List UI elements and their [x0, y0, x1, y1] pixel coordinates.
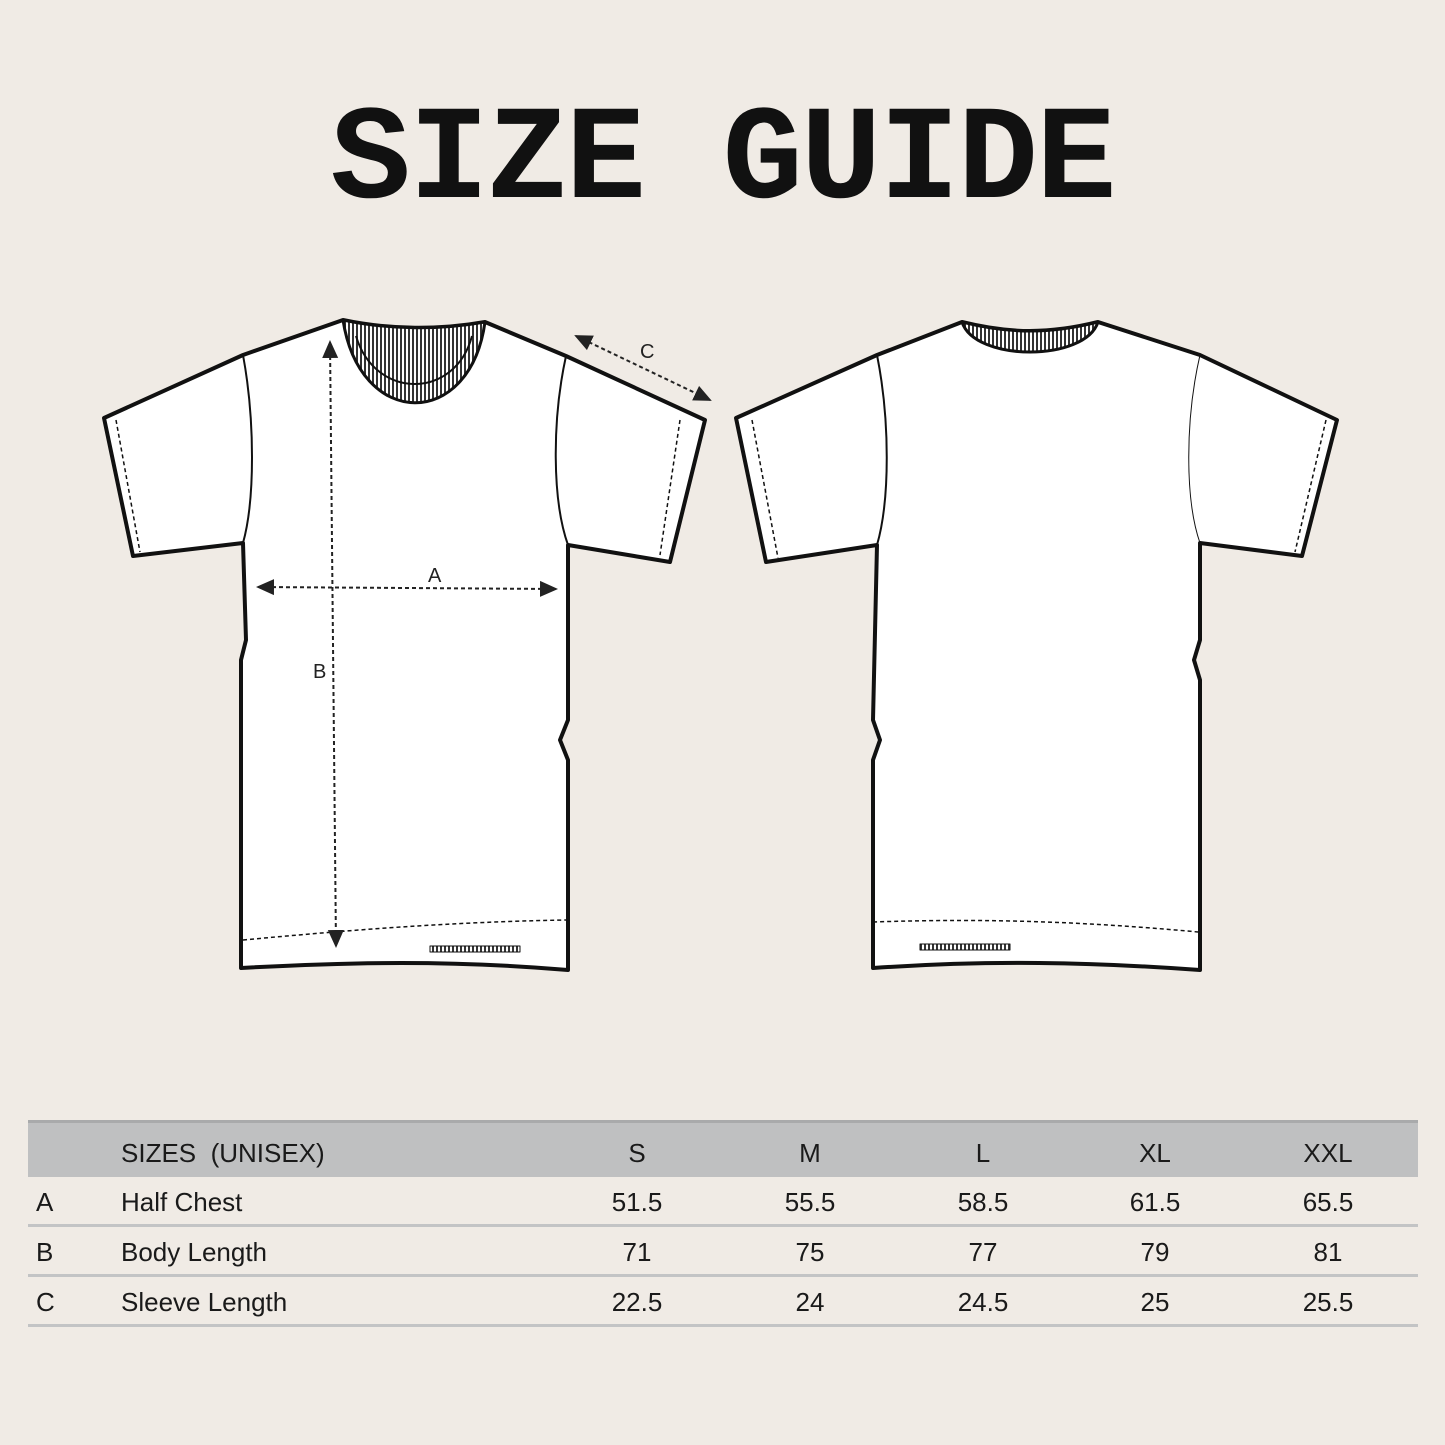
table-row: B Body Length 71 75 77 79 81: [28, 1227, 1418, 1277]
cell-value: 25: [1140, 1287, 1170, 1317]
arrow-a: [256, 579, 558, 597]
arrow-c: [574, 335, 712, 401]
size-s: S: [628, 1138, 646, 1168]
back-tshirt: [734, 320, 1339, 972]
measurement-arrows: [256, 335, 712, 948]
cell-value: 77: [968, 1237, 998, 1267]
row-letter: C: [36, 1287, 55, 1317]
row-letter: A: [36, 1187, 54, 1217]
front-tshirt: [102, 318, 707, 972]
table-header: SIZES (UNISEX) S M L XL XXL: [28, 1120, 1418, 1177]
size-table: SIZES (UNISEX) S M L XL XXL A Half Chest…: [28, 1120, 1418, 1327]
size-l: L: [975, 1138, 991, 1168]
header-label: SIZES (UNISEX): [121, 1138, 325, 1168]
cell-value: 24.5: [957, 1287, 1009, 1317]
cell-value: 75: [795, 1237, 825, 1267]
row-label: Sleeve Length: [121, 1287, 288, 1317]
cell-value: 55.5: [784, 1187, 836, 1217]
size-xl: XL: [1139, 1138, 1171, 1168]
label-b: B: [313, 661, 326, 683]
cell-value: 79: [1140, 1237, 1170, 1267]
cell-value: 65.5: [1302, 1187, 1354, 1217]
cell-value: 71: [622, 1237, 652, 1267]
label-c: C: [640, 341, 654, 363]
arrow-b: [322, 340, 344, 948]
row-letter: B: [36, 1237, 54, 1267]
size-m: M: [799, 1138, 821, 1168]
page-title: SIZE GUIDE: [330, 86, 1116, 238]
cell-value: 51.5: [611, 1187, 663, 1217]
cell-value: 22.5: [611, 1287, 663, 1317]
cell-value: 25.5: [1302, 1287, 1354, 1317]
table-row: C Sleeve Length 22.5 24 24.5 25 25.5: [28, 1277, 1418, 1327]
cell-value: 61.5: [1129, 1187, 1181, 1217]
label-a: A: [428, 565, 442, 587]
size-xxl: XXL: [1303, 1138, 1353, 1168]
cell-value: 24: [795, 1287, 825, 1317]
cell-value: 81: [1313, 1237, 1343, 1267]
row-label: Half Chest: [121, 1187, 243, 1217]
row-label: Body Length: [121, 1237, 268, 1267]
cell-value: 58.5: [957, 1187, 1009, 1217]
table-row: A Half Chest 51.5 55.5 58.5 61.5 65.5: [28, 1177, 1418, 1227]
